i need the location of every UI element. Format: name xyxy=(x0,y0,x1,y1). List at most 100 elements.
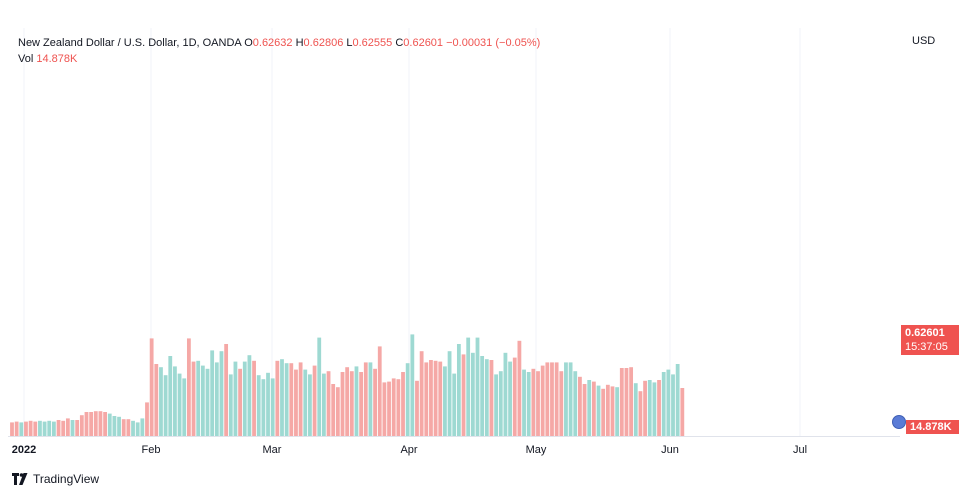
currency-label: USD xyxy=(912,35,936,47)
volume-bar xyxy=(419,351,424,436)
high-value: 0.62806 xyxy=(303,37,344,49)
axis-layer: 0.700000.690000.680000.670000.660000.650… xyxy=(8,436,900,456)
legend-price-row: New Zealand Dollar / U.S. Dollar, 1D, OA… xyxy=(18,35,540,51)
volume-bar xyxy=(24,421,28,436)
bar-countdown: 15:37:05 xyxy=(905,341,948,353)
volume-bar xyxy=(512,357,517,436)
volume-bar xyxy=(308,374,312,436)
volume-layer xyxy=(10,334,685,436)
volume-bar xyxy=(135,422,140,436)
volume-bar xyxy=(98,411,103,436)
volume-bar xyxy=(70,420,75,436)
volume-bar xyxy=(61,420,66,436)
volume-bar xyxy=(508,361,512,436)
change-value: −0.00031 (−0.05%) xyxy=(446,37,541,49)
brand-name: TradingView xyxy=(33,472,100,486)
volume-bar xyxy=(196,360,201,436)
volume-bar xyxy=(261,379,266,436)
volume-bar xyxy=(38,420,42,436)
low-value: 0.62555 xyxy=(352,37,393,49)
close-label: C xyxy=(395,37,404,49)
volume-bar xyxy=(154,364,159,436)
volume-bar xyxy=(456,344,461,436)
volume-bar xyxy=(382,382,387,436)
volume-bar xyxy=(266,372,270,436)
volume-bar xyxy=(615,387,620,436)
volume-bar xyxy=(591,381,596,436)
open-label: O xyxy=(244,37,253,49)
volume-bar xyxy=(405,363,410,436)
volume-bar xyxy=(84,412,89,436)
volume-bar xyxy=(228,374,233,436)
x-tick-label: May xyxy=(526,444,547,456)
volume-bar xyxy=(401,372,405,436)
volume-bar xyxy=(554,362,559,436)
volume-bar xyxy=(461,354,466,436)
volume-bar xyxy=(126,419,131,436)
volume-bar xyxy=(149,338,154,436)
volume-bar xyxy=(447,351,452,436)
volume-bar xyxy=(596,385,601,436)
volume-bar xyxy=(601,388,606,436)
volume-bar xyxy=(168,356,173,436)
volume-bar xyxy=(489,360,494,436)
volume-bar xyxy=(177,373,182,436)
volume-bar xyxy=(233,361,238,436)
volume-bar xyxy=(568,362,573,436)
volume-bar xyxy=(643,380,647,436)
volume-bar xyxy=(438,361,443,436)
volume-bar xyxy=(284,363,289,436)
volume-bar xyxy=(270,378,275,436)
x-tick-label: Mar xyxy=(263,444,282,456)
volume-bar xyxy=(424,362,429,436)
volume-bar xyxy=(526,372,531,436)
volume-bar xyxy=(573,371,578,436)
volume-bar xyxy=(145,402,149,436)
x-tick-label: 2022 xyxy=(12,444,36,456)
legend-volume-row: Vol 14.878K xyxy=(18,51,540,67)
volume-bar xyxy=(494,374,499,436)
volume-bar xyxy=(638,391,643,436)
last-price: 0.62601 xyxy=(905,327,945,339)
volume-bar xyxy=(545,362,550,436)
volume-bar xyxy=(275,360,280,436)
volume-bar xyxy=(517,340,522,436)
volume-bar xyxy=(680,388,685,436)
volume-bar xyxy=(210,350,215,436)
volume-bar xyxy=(224,344,229,436)
high-label: H xyxy=(295,37,304,49)
volume-bar xyxy=(391,378,396,436)
volume-bar xyxy=(242,361,247,436)
close-value: 0.62601 xyxy=(403,37,444,49)
volume-bar xyxy=(396,379,401,436)
volume-bar xyxy=(540,365,545,436)
volume-bar xyxy=(349,371,354,436)
scale-globe-icon[interactable] xyxy=(892,415,906,429)
volume-bar xyxy=(205,368,210,436)
volume-bar xyxy=(652,382,657,436)
volume-bar xyxy=(14,421,19,436)
volume-bar xyxy=(466,337,471,436)
volume-bar xyxy=(182,378,187,436)
volume-bar xyxy=(75,420,80,436)
volume-bar xyxy=(433,360,438,436)
volume-bar xyxy=(452,373,457,436)
volume-bar xyxy=(42,421,47,436)
volume-bar xyxy=(531,368,536,436)
brand[interactable]: TradingView xyxy=(12,472,99,486)
volume-bar xyxy=(578,376,582,436)
volume-bar xyxy=(238,368,242,436)
volume-bar xyxy=(191,361,196,436)
volume-bar xyxy=(484,359,489,436)
volume-bar xyxy=(89,412,94,436)
volume-bar xyxy=(186,338,191,436)
volume-bar xyxy=(359,372,364,436)
volume-bar xyxy=(280,359,284,436)
volume-bar xyxy=(470,352,475,436)
volume-bar xyxy=(173,366,177,436)
volume-bar xyxy=(256,375,261,436)
volume-bar xyxy=(373,368,377,436)
tradingview-logo-icon xyxy=(12,472,28,486)
